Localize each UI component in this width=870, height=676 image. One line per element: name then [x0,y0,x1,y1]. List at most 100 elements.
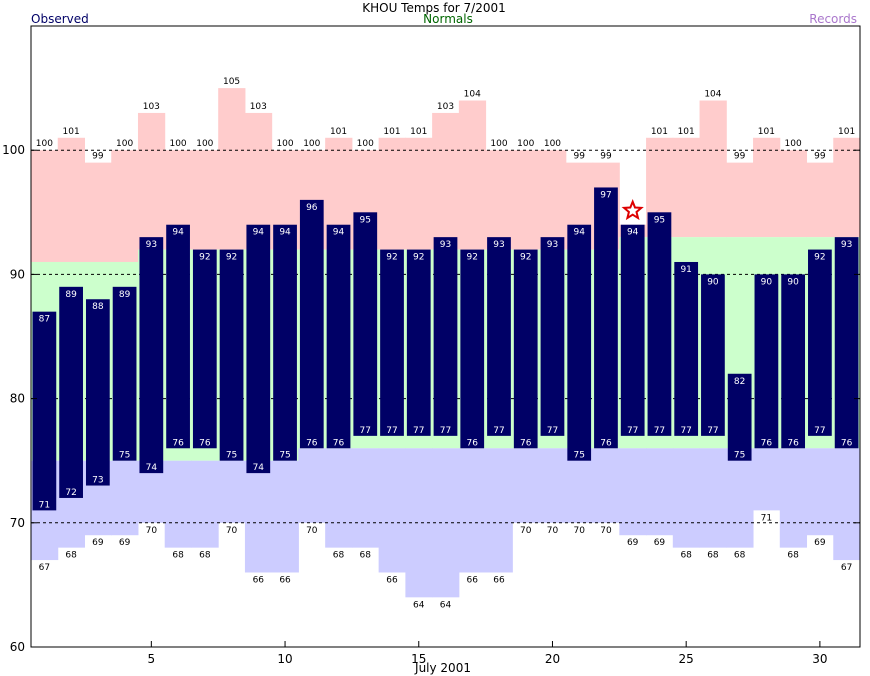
record-low-band [164,460,192,548]
observed-bar [808,249,832,436]
record-low-band [271,460,299,573]
record-low-label: 68 [680,551,692,561]
observed-bar [620,224,645,436]
observed-low-label: 74 [253,463,265,473]
record-low-label: 68 [787,551,799,561]
observed-high-label: 94 [627,228,639,238]
observed-bar [85,299,110,486]
observed-high-label: 94 [172,228,184,238]
observed-low-label: 75 [279,451,290,461]
x-tick-label: 15 [411,652,426,666]
record-low-label: 68 [333,551,345,561]
record-high-label: 103 [437,102,454,112]
record-low-band [726,448,754,548]
observed-low-label: 77 [707,426,718,436]
record-high-band [699,100,727,238]
record-low-band [298,448,326,523]
observed-high-label: 93 [146,240,157,250]
record-high-label: 100 [517,139,534,149]
record-high-label: 101 [383,127,400,137]
observed-low-label: 76 [306,438,318,448]
record-high-label: 100 [303,139,320,149]
observed-high-label: 95 [360,215,371,225]
chart-title: KHOU Temps for 7/2001 [362,1,506,15]
observed-low-label: 76 [333,438,345,448]
record-high-label: 103 [250,102,267,112]
record-low-label: 68 [360,551,372,561]
record-low-band [218,460,246,523]
observed-low-label: 75 [734,451,745,461]
observed-bar [674,261,699,436]
record-low-label: 70 [600,526,612,536]
record-low-label: 67 [841,563,852,573]
observed-bar [513,249,538,449]
x-tick-label: 25 [679,652,694,666]
observed-bar [32,311,57,511]
observed-bar [487,237,511,436]
record-high-label: 101 [678,127,695,137]
observed-high-label: 90 [761,277,773,287]
observed-low-label: 77 [493,426,504,436]
observed-high-label: 90 [787,277,799,287]
normals-legend-label: Normals [423,12,473,26]
observed-high-label: 93 [493,240,504,250]
record-high-label: 101 [330,127,347,137]
record-high-label: 99 [734,152,746,162]
record-low-label: 70 [520,526,532,536]
observed-bar [59,286,83,498]
observed-low-label: 73 [92,476,103,486]
record-low-band [351,448,380,548]
record-low-band [485,448,513,573]
observed-bar [460,249,485,449]
record-low-label: 68 [199,551,211,561]
record-high-band [512,150,540,250]
observed-high-label: 89 [65,290,77,300]
observed-high-label: 94 [279,228,291,238]
observed-low-label: 77 [680,426,691,436]
y-tick-label: 70 [10,516,25,530]
observed-low-label: 75 [226,451,237,461]
observed-bar [540,237,565,436]
x-tick-label: 30 [812,652,827,666]
record-low-label: 66 [493,575,505,585]
record-high-band [726,162,754,238]
observed-bar [353,212,378,436]
record-low-band [458,448,487,573]
record-high-label: 104 [464,90,481,100]
observed-low-label: 77 [547,426,558,436]
record-high-band [485,150,513,250]
record-low-band [191,460,219,548]
x-tick-label: 5 [148,652,156,666]
record-low-label: 69 [814,538,826,548]
record-low-label: 64 [413,600,425,610]
y-tick-label: 90 [10,267,25,281]
observed-bar [219,249,244,461]
record-low-label: 70 [306,526,318,536]
observed-high-label: 93 [547,240,558,250]
observed-high-label: 96 [306,203,318,213]
observed-bar [299,199,324,449]
record-high-band [432,112,460,250]
x-tick-label: 20 [545,652,560,666]
record-high-band [84,162,112,262]
observed-high-label: 91 [680,265,691,275]
observed-high-label: 89 [119,290,131,300]
record-high-band [137,112,166,250]
record-high-label: 100 [36,139,53,149]
record-high-band [539,150,567,250]
observed-high-label: 92 [520,253,531,263]
record-low-band [779,448,808,548]
observed-bar [647,212,672,436]
observed-bar [246,224,271,474]
record-low-label: 70 [226,526,238,536]
record-high-label: 100 [357,139,374,149]
record-low-band [699,448,727,548]
record-low-label: 70 [547,526,559,536]
observed-low-label: 77 [440,426,451,436]
record-high-band [779,150,808,238]
observed-bar [112,286,137,461]
record-low-band [646,448,674,536]
record-low-band [512,448,540,523]
observed-low-label: 76 [172,438,184,448]
